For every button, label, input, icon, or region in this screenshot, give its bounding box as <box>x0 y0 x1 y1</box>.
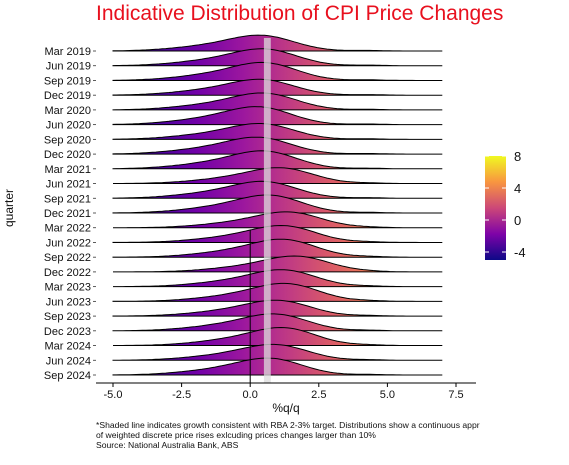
y-tick-label: Jun 2024 <box>46 355 91 367</box>
ridge-jun-2019 <box>112 48 443 67</box>
target-band <box>263 38 271 383</box>
footnote-source: Source: National Australia Bank, ABS <box>96 440 239 450</box>
x-axis-label: %q/q <box>272 401 299 415</box>
ridge-sep-2020 <box>112 123 443 140</box>
colorbar <box>485 156 506 260</box>
y-tick-label: Jun 2021 <box>46 179 91 191</box>
colorbar-label: -4 <box>514 245 526 260</box>
y-tick-label: Mar 2022 <box>45 223 91 235</box>
ridge-dec-2022 <box>113 255 443 273</box>
y-tick-label: Dec 2021 <box>44 208 91 220</box>
y-tick-label: Mar 2020 <box>45 105 91 117</box>
y-tick-label: Dec 2019 <box>44 90 91 102</box>
chart-title: Indicative Distribution of CPI Price Cha… <box>96 2 503 25</box>
y-tick-label: Mar 2023 <box>45 282 91 294</box>
y-tick-label: Sep 2021 <box>44 193 91 205</box>
footnote-line-2: of weighted discrete price rises exlcudi… <box>96 430 376 440</box>
ridge-mar-2024 <box>113 326 443 346</box>
ridges-layer <box>112 34 443 376</box>
ridge-sep-2022 <box>112 238 443 258</box>
y-axis-label: quarter <box>2 189 16 227</box>
y-tick-label: Jun 2019 <box>46 61 91 73</box>
colorbar-ticks: 8 4 0 -4 <box>485 149 526 260</box>
x-axis: -5.0 -2.5 0.0 2.5 5.0 7.5 <box>96 382 476 401</box>
y-tick-label: Sep 2019 <box>44 75 91 87</box>
y-tick-label: Jun 2020 <box>46 120 91 132</box>
y-tick-label: Sep 2022 <box>44 252 91 264</box>
ridge-mar-2023 <box>113 269 443 288</box>
ridge-mar-2021 <box>112 150 443 170</box>
y-tick-label: Dec 2020 <box>44 149 91 161</box>
ridge-dec-2020 <box>112 136 443 155</box>
ridge-mar-2019 <box>112 34 443 52</box>
ridge-jun-2023 <box>112 282 443 302</box>
ridge-jun-2022 <box>112 224 443 243</box>
ridge-dec-2019 <box>112 78 443 96</box>
y-tick-label: Sep 2020 <box>44 134 91 146</box>
y-axis-ticks: Mar 2019 Jun 2019 Sep 2019 Dec 2019 Mar 2020… <box>44 46 96 382</box>
x-tick-label: 2.5 <box>311 389 326 401</box>
y-tick-label: Dec 2023 <box>44 326 91 338</box>
ridge-dec-2023 <box>112 313 443 332</box>
y-tick-label: Mar 2021 <box>45 164 91 176</box>
ridge-sep-2023 <box>112 299 443 317</box>
ridge-sep-2024 <box>112 357 443 376</box>
y-tick-label: Sep 2024 <box>44 370 91 382</box>
y-tick-label: Jun 2023 <box>46 296 91 308</box>
colorbar-label: 4 <box>514 181 521 196</box>
colorbar-legend: 8 4 0 -4 <box>485 149 526 260</box>
ridge-sep-2019 <box>112 61 443 81</box>
footnote-line-1: *Shaded line indicates growth consistent… <box>96 420 480 430</box>
x-tick-label: -2.5 <box>172 389 191 401</box>
x-tick-label: 5.0 <box>380 389 395 401</box>
ridge-mar-2022 <box>113 211 443 229</box>
x-tick-label: -5.0 <box>104 389 123 401</box>
y-tick-label: Dec 2022 <box>44 267 91 279</box>
ridge-sep-2021 <box>112 180 443 199</box>
ridge-jun-2024 <box>112 343 443 361</box>
y-tick-label: Mar 2024 <box>45 341 91 353</box>
ridge-jun-2020 <box>112 106 443 126</box>
x-tick-label: 0.0 <box>243 389 258 401</box>
y-tick-label: Jun 2022 <box>46 237 91 249</box>
x-tick-label: 7.5 <box>448 389 463 401</box>
y-tick-label: Mar 2019 <box>45 46 91 58</box>
ridge-mar-2020 <box>112 92 443 111</box>
y-tick-label: Sep 2023 <box>44 311 91 323</box>
colorbar-label: 0 <box>514 213 521 228</box>
colorbar-label: 8 <box>514 149 521 164</box>
ridge-jun-2021 <box>113 167 443 184</box>
ridge-dec-2021 <box>112 194 443 214</box>
